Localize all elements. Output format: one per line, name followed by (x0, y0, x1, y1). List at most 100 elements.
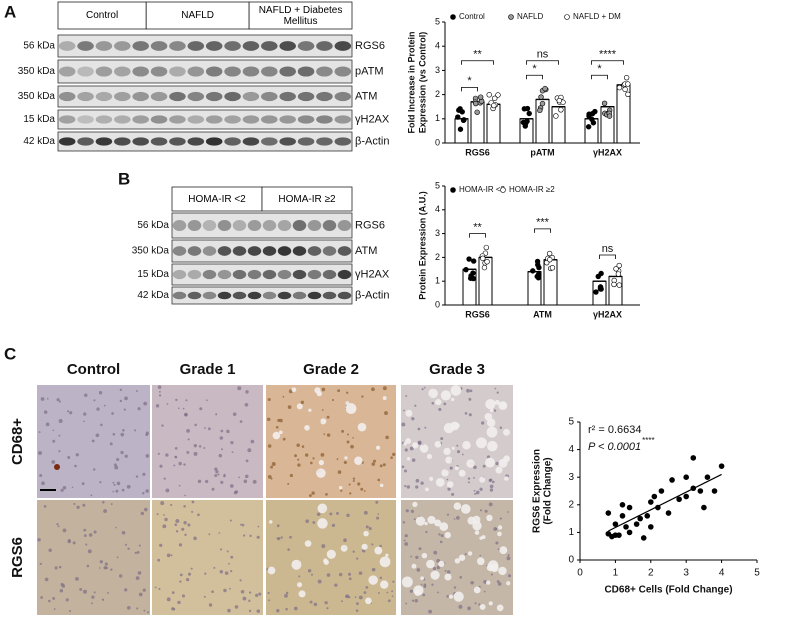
nucleus (363, 490, 366, 492)
group-label-box: Control (86, 10, 118, 21)
blot-band (77, 66, 94, 77)
micrograph (152, 500, 263, 615)
blot-band (202, 291, 217, 300)
nucleus (175, 519, 180, 523)
nucleus (489, 488, 494, 492)
nucleus (116, 457, 120, 462)
nucleus (329, 512, 333, 516)
nucleus (193, 443, 198, 448)
nucleus (215, 413, 218, 416)
nucleus (103, 404, 106, 407)
point (651, 493, 658, 500)
nucleus (289, 473, 293, 478)
nucleus (243, 534, 246, 537)
sample-dot (586, 113, 592, 119)
nucleus (191, 510, 194, 513)
nucleus (320, 453, 325, 457)
vacuole (344, 456, 348, 460)
blot-band (334, 66, 352, 77)
nucleus (409, 589, 413, 593)
nucleus (424, 583, 426, 586)
nucleus (499, 426, 503, 430)
blot-band (242, 115, 260, 124)
nucleus (171, 607, 175, 611)
nucleus (331, 523, 336, 528)
sample-dot (470, 275, 477, 282)
nucleus (159, 543, 163, 547)
marker-label: 56 kDa (137, 220, 169, 231)
sample-dot (616, 282, 622, 288)
nucleus (428, 609, 432, 614)
nucleus (39, 562, 42, 565)
blot-band (58, 41, 76, 51)
blot-strip (171, 286, 353, 305)
nucleus (356, 602, 359, 606)
blot-strip (171, 263, 353, 286)
protein-label: ATM (355, 245, 377, 257)
vacuole (484, 412, 493, 421)
nucleus (198, 445, 202, 448)
point (633, 521, 640, 527)
nucleus (166, 403, 169, 405)
nucleus (308, 494, 312, 497)
vacuole (499, 546, 508, 555)
y-axis-label: (Fold Change) (543, 457, 554, 524)
blot-band (77, 137, 94, 146)
nucleus (44, 577, 49, 582)
nucleus (136, 607, 139, 610)
blot-band (132, 41, 149, 51)
marker-label: 56 kDa (23, 41, 55, 52)
sample-dot (585, 124, 592, 130)
sample-dot (457, 126, 464, 132)
nucleus (456, 516, 460, 520)
blot-band (205, 137, 223, 146)
nucleus (349, 492, 352, 495)
nucleus (161, 424, 164, 427)
nucleus (373, 459, 377, 463)
nucleus (158, 587, 161, 591)
marker-label: 350 kDa (18, 91, 56, 102)
significance-label: ** (473, 222, 482, 234)
sample-dot (615, 271, 622, 277)
nucleus (285, 607, 288, 611)
vacuole (357, 422, 367, 432)
group-box (145, 1, 250, 30)
nucleus (229, 484, 234, 488)
nucleus (310, 573, 314, 576)
vacuole (479, 476, 486, 483)
nucleus (124, 454, 128, 458)
nucleus (244, 402, 249, 407)
regression-line (608, 473, 722, 532)
nucleus (90, 494, 93, 497)
nucleus (104, 562, 108, 566)
vacuole (296, 403, 303, 410)
blot-band (172, 269, 187, 280)
blot-band (261, 66, 278, 77)
nucleus (229, 519, 232, 522)
sample-dot (539, 100, 546, 107)
nucleus (174, 446, 178, 450)
blot-band (247, 246, 262, 256)
nucleus (197, 513, 200, 517)
sample-dot (593, 289, 599, 295)
nucleus (185, 578, 190, 582)
nucleus (52, 429, 55, 432)
blot-band (114, 137, 131, 146)
nucleus (493, 527, 497, 531)
blot-band (316, 115, 333, 124)
nucleus (411, 417, 415, 421)
vacuole (420, 576, 424, 581)
vacuole (481, 535, 486, 540)
nucleus (294, 454, 297, 458)
nucleus (88, 533, 93, 537)
group-label: NAFLD (181, 10, 215, 21)
protein-label: γH2AX (355, 113, 390, 125)
nucleus (341, 429, 345, 433)
nucleus (470, 580, 474, 585)
vacuole (472, 521, 482, 531)
nucleus (467, 606, 471, 611)
blot-band (261, 91, 278, 102)
nucleus (368, 526, 372, 531)
nucleus (157, 558, 161, 562)
nucleus (54, 566, 58, 570)
